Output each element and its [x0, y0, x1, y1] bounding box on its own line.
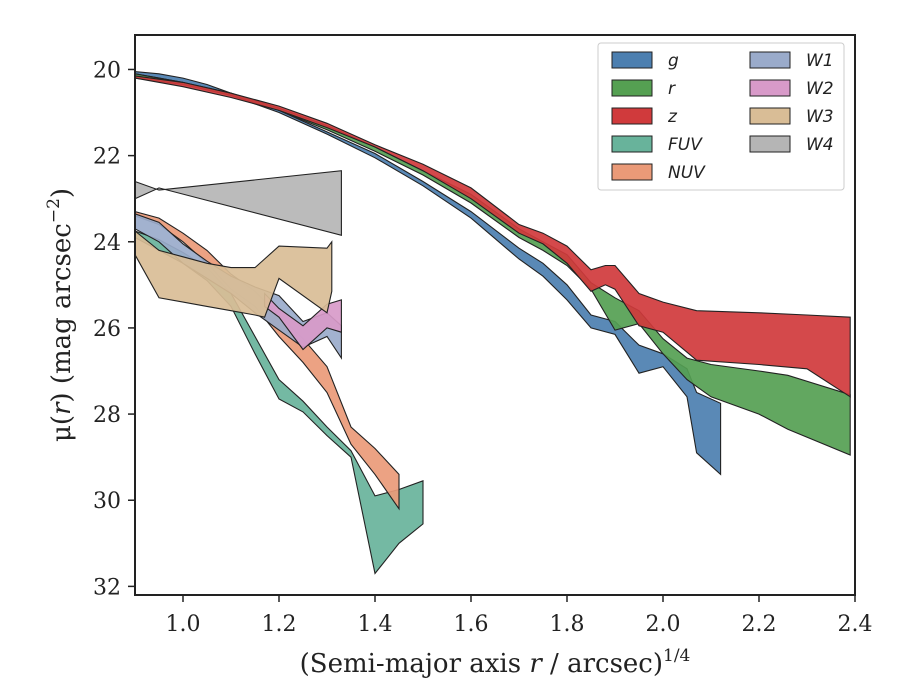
- x-tick-label: 1.2: [262, 612, 297, 637]
- y-tick-label: 28: [93, 403, 121, 428]
- legend-label-w3: W3: [806, 107, 834, 127]
- y-axis-label: μ(r) (mag arcsec−2): [44, 188, 77, 442]
- plot-frame: [134, 34, 856, 596]
- x-tick-label: 1.6: [454, 612, 489, 637]
- legend-swatch-w1: [749, 51, 791, 69]
- legend-label-z: z: [667, 107, 678, 127]
- y-tick-label: 24: [93, 231, 121, 256]
- x-tick-label: 2.4: [838, 612, 873, 637]
- x-tick-label: 1.8: [550, 612, 585, 637]
- x-axis-label: (Semi-major axis r / arcsec)1/4: [300, 646, 691, 679]
- x-tick-label: 1.0: [166, 612, 201, 637]
- legend-label-w4: W4: [806, 135, 834, 155]
- legend-swatch-w3: [749, 107, 791, 125]
- legend-label-w1: W1: [806, 51, 834, 71]
- x-axis-ticks: 1.0 1.2 1.4 1.6 1.8 2.0 2.2 2.4: [166, 595, 873, 637]
- x-tick-label: 1.4: [358, 612, 393, 637]
- y-tick-label: 26: [93, 317, 121, 342]
- legend-swatch-r: [611, 79, 653, 97]
- legend: grz FUV NUV W1 W2 W3 W4: [597, 42, 845, 191]
- legend-swatch-g: [611, 51, 653, 69]
- chart-bands: [134, 70, 851, 575]
- legend-label-nuv: NUV: [668, 163, 706, 183]
- legend-label-fuv: FUV: [668, 135, 703, 155]
- legend-label-w2: W2: [806, 79, 834, 99]
- y-tick-label: 30: [93, 489, 121, 514]
- legend-swatch-w2: [749, 79, 791, 97]
- legend-swatch-nuv: [611, 163, 653, 181]
- series-band-w2: [264, 292, 342, 351]
- legend-label-r: r: [668, 79, 676, 99]
- legend-label-g: g: [668, 51, 679, 71]
- x-tick-label: 2.2: [742, 612, 777, 637]
- legend-swatch-fuv: [611, 135, 653, 153]
- x-tick-label: 2.0: [646, 612, 681, 637]
- y-tick-label: 20: [93, 58, 121, 83]
- y-tick-label: 22: [93, 145, 121, 170]
- legend-swatch-w4: [749, 135, 791, 153]
- y-axis-ticks: 20 22 24 26 28 30 32: [93, 58, 135, 600]
- series-band-g: [134, 70, 722, 476]
- series-band-w3: [134, 229, 333, 318]
- series-band-z: [134, 75, 851, 398]
- legend-swatch-z: [611, 107, 653, 125]
- y-tick-label: 32: [93, 575, 121, 600]
